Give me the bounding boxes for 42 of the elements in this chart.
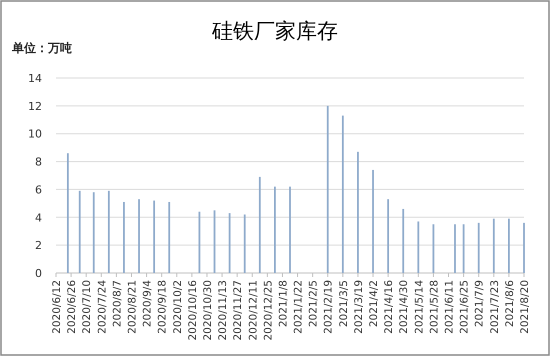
x-tick-label: 2021/7/23 [488, 280, 501, 334]
y-axis-title: 单位：万吨 [11, 41, 72, 55]
x-tick-label: 2020/11/27 [232, 280, 244, 341]
x-tick-label: 2020/10/2 [172, 280, 184, 334]
x-tick-label: 2020/8/21 [126, 280, 138, 334]
x-tick-label: 2021/1/22 [292, 280, 305, 334]
x-tick-label: 2021/2/19 [322, 280, 335, 334]
x-tick-label: 2020/6/12 [51, 280, 63, 334]
x-tick-label: 2020/11/13 [217, 280, 230, 341]
y-tick-label: 2 [35, 239, 42, 252]
y-tick-label: 12 [28, 100, 42, 113]
x-tick-label: 2021/8/20 [519, 280, 531, 334]
x-tick-label: 2020/7/10 [81, 280, 94, 334]
y-tick-label: 6 [35, 183, 42, 196]
x-tick-label: 2021/3/19 [352, 280, 365, 334]
x-tick-label: 2021/4/30 [398, 280, 410, 334]
x-tick-label: 2021/1/8 [277, 280, 290, 328]
x-tick-label: 2020/7/24 [96, 280, 108, 334]
x-tick-label: 2021/6/25 [458, 280, 471, 334]
chart-title: 硅铁厂家库存 [211, 19, 338, 43]
x-tick-label: 2021/5/28 [428, 280, 440, 334]
x-tick-label: 2021/7/9 [474, 280, 486, 328]
x-tick-label: 2020/9/4 [142, 280, 154, 328]
x-tick-label: 2021/4/16 [383, 280, 396, 334]
y-tick-label: 10 [28, 128, 42, 141]
x-tick-label: 2021/5/14 [413, 280, 426, 334]
x-tick-label: 2021/4/2 [368, 280, 380, 328]
x-tick-label: 2020/6/26 [66, 280, 78, 334]
x-tick-label: 2021/6/11 [444, 280, 456, 334]
x-tick-label: 2020/12/25 [262, 280, 274, 341]
x-tick-label: 2020/12/11 [247, 280, 260, 341]
x-tick-label: 2021/2/5 [308, 280, 320, 328]
y-tick-label: 14 [28, 72, 42, 85]
x-tick-label: 2021/8/6 [504, 280, 516, 328]
y-tick-label: 4 [35, 211, 42, 224]
y-tick-label: 0 [35, 267, 42, 280]
x-tick-label: 2020/10/30 [202, 280, 214, 341]
x-tick-label: 2021/3/5 [338, 280, 350, 328]
x-tick-label: 2020/9/18 [156, 280, 169, 334]
x-tick-label: 2020/10/16 [186, 280, 199, 341]
y-tick-label: 8 [35, 156, 42, 169]
x-tick-label: 2020/8/7 [111, 280, 124, 328]
